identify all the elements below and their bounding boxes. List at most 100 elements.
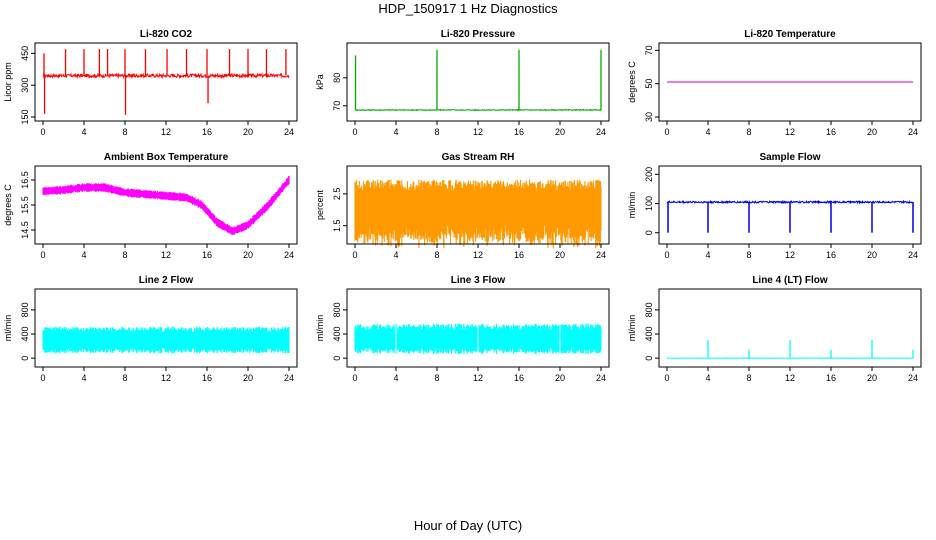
xtick-label-temperature-0: 0 <box>664 127 669 137</box>
panel-temperature: Li-820 Temperature 0 4 8 12 16 20 24 30 50 70 degre… <box>627 29 922 137</box>
xtick-label-co2-24: 24 <box>284 127 294 137</box>
ytick-label-sample-0: 0 <box>644 230 654 235</box>
xtick-label-temperature-24: 24 <box>908 127 918 137</box>
xtick-label-pressure-8: 8 <box>434 127 439 137</box>
xtick-label-co2-12: 12 <box>161 127 171 137</box>
panel-line4: Line 4 (LT) Flow 0 4 8 12 16 20 24 0 400 800 ml/min <box>627 275 922 383</box>
ytick-label-line4-800: 800 <box>644 302 654 317</box>
ytick-label-line3-400: 400 <box>332 327 342 342</box>
ytick-label-pressure-70: 70 <box>332 101 342 111</box>
xtick-label-co2-16: 16 <box>202 127 212 137</box>
xtick-label-pressure-24: 24 <box>596 127 606 137</box>
xtick-label-ambient-12: 12 <box>161 250 171 260</box>
panel-title-line2: Line 2 Flow <box>139 275 194 286</box>
ytick-label-co2-450: 450 <box>20 46 30 61</box>
xtick-label-rh-4: 4 <box>393 250 398 260</box>
ytick-label-rh-2.5: 2.5 <box>332 188 342 201</box>
xtick-label-line2-0: 0 <box>40 373 45 383</box>
xtick-label-line2-8: 8 <box>122 373 127 383</box>
xtick-label-ambient-4: 4 <box>81 250 86 260</box>
xtick-label-pressure-0: 0 <box>352 127 357 137</box>
xtick-label-temperature-12: 12 <box>785 127 795 137</box>
xtick-label-sample-20: 20 <box>867 250 877 260</box>
series-line-pressure <box>354 108 602 112</box>
panel-rh: Gas Stream RH 0 4 8 12 16 20 24 1.5 2.5 percent <box>315 152 610 260</box>
xtick-label-line3-16: 16 <box>514 373 524 383</box>
ylabel-rh: percent <box>315 189 325 220</box>
series-line-co2 <box>42 72 290 80</box>
xtick-label-line2-20: 20 <box>243 373 253 383</box>
ylabel-line3: ml/min <box>315 315 325 342</box>
ylabel-sample: ml/min <box>627 192 637 219</box>
xtick-label-rh-12: 12 <box>473 250 483 260</box>
x-axis-label: Hour of Day (UTC) <box>413 518 523 533</box>
panel-title-pressure: Li-820 Pressure <box>441 29 516 40</box>
ytick-label-pressure-80: 80 <box>332 73 342 83</box>
panel-sample: Sample Flow 0 4 8 12 16 20 24 0 100 200 ml/min <box>627 152 922 260</box>
xtick-label-temperature-20: 20 <box>867 127 877 137</box>
ytick-label-ambient-14.5: 14.5 <box>20 221 30 239</box>
ylabel-line2: ml/min <box>3 315 13 342</box>
xtick-label-line3-4: 4 <box>393 373 398 383</box>
xtick-label-ambient-20: 20 <box>243 250 253 260</box>
ytick-label-temperature-70: 70 <box>644 45 654 55</box>
ytick-label-line2-0: 0 <box>20 356 30 361</box>
xtick-label-pressure-12: 12 <box>473 127 483 137</box>
ytick-label-co2-300: 300 <box>20 78 30 93</box>
series-band-line2 <box>42 326 290 354</box>
ytick-label-sample-100: 100 <box>644 196 654 211</box>
xtick-label-rh-0: 0 <box>352 250 357 260</box>
xtick-label-pressure-20: 20 <box>555 127 565 137</box>
xtick-label-co2-4: 4 <box>81 127 86 137</box>
xtick-label-rh-16: 16 <box>514 250 524 260</box>
xtick-label-co2-0: 0 <box>40 127 45 137</box>
ytick-label-temperature-50: 50 <box>644 79 654 89</box>
panel-title-sample: Sample Flow <box>759 152 820 163</box>
ytick-label-co2-150: 150 <box>20 109 30 124</box>
xtick-label-line3-24: 24 <box>596 373 606 383</box>
xtick-label-temperature-16: 16 <box>826 127 836 137</box>
xtick-label-pressure-16: 16 <box>514 127 524 137</box>
xtick-label-sample-16: 16 <box>826 250 836 260</box>
ylabel-line4: ml/min <box>627 315 637 342</box>
ytick-label-line3-800: 800 <box>332 302 342 317</box>
xtick-label-sample-0: 0 <box>664 250 669 260</box>
xtick-label-line3-20: 20 <box>555 373 565 383</box>
xtick-label-line2-12: 12 <box>161 373 171 383</box>
panel-frame-ambient <box>34 165 298 245</box>
panel-co2: Li-820 CO2 0 4 8 12 16 20 24 150 300 450 Licor ppm <box>3 29 298 137</box>
ytick-label-line4-0: 0 <box>644 356 654 361</box>
ytick-label-line2-400: 400 <box>20 327 30 342</box>
xtick-label-sample-4: 4 <box>705 250 710 260</box>
xtick-label-line4-20: 20 <box>867 373 877 383</box>
panel-title-rh: Gas Stream RH <box>442 152 515 163</box>
ytick-label-sample-200: 200 <box>644 167 654 182</box>
xtick-label-line2-4: 4 <box>81 373 86 383</box>
xtick-label-line2-16: 16 <box>202 373 212 383</box>
ytick-label-line4-400: 400 <box>644 327 654 342</box>
xtick-label-line3-0: 0 <box>352 373 357 383</box>
panel-pressure: Li-820 Pressure 0 4 8 12 16 20 24 70 80 kPa <box>315 29 610 137</box>
xtick-label-sample-24: 24 <box>908 250 918 260</box>
panel-title-line3: Line 3 Flow <box>451 275 506 286</box>
figure-title: HDP_150917 1 Hz Diagnostics <box>378 1 558 16</box>
ytick-label-line2-800: 800 <box>20 302 30 317</box>
ytick-label-rh-1.5: 1.5 <box>332 219 342 232</box>
xtick-label-rh-8: 8 <box>434 250 439 260</box>
ytick-label-ambient-15.5: 15.5 <box>20 196 30 214</box>
xtick-label-ambient-24: 24 <box>284 250 294 260</box>
panel-title-ambient: Ambient Box Temperature <box>104 152 229 163</box>
xtick-label-line4-12: 12 <box>785 373 795 383</box>
series-band-ambient <box>42 176 290 236</box>
xtick-label-rh-20: 20 <box>555 250 565 260</box>
panel-line3: Line 3 Flow 0 4 8 12 16 20 24 0 400 800 ml/min <box>315 275 610 383</box>
xtick-label-ambient-16: 16 <box>202 250 212 260</box>
ylabel-co2: Licor ppm <box>3 62 13 102</box>
ylabel-ambient: degrees C <box>3 184 13 226</box>
panel-title-co2: Li-820 CO2 <box>140 29 193 40</box>
xtick-label-temperature-4: 4 <box>705 127 710 137</box>
xtick-label-pressure-4: 4 <box>393 127 398 137</box>
xtick-label-rh-24: 24 <box>596 250 606 260</box>
panel-ambient: Ambient Box Temperature 0 4 8 12 16 20 24 14.5 15… <box>3 152 298 260</box>
